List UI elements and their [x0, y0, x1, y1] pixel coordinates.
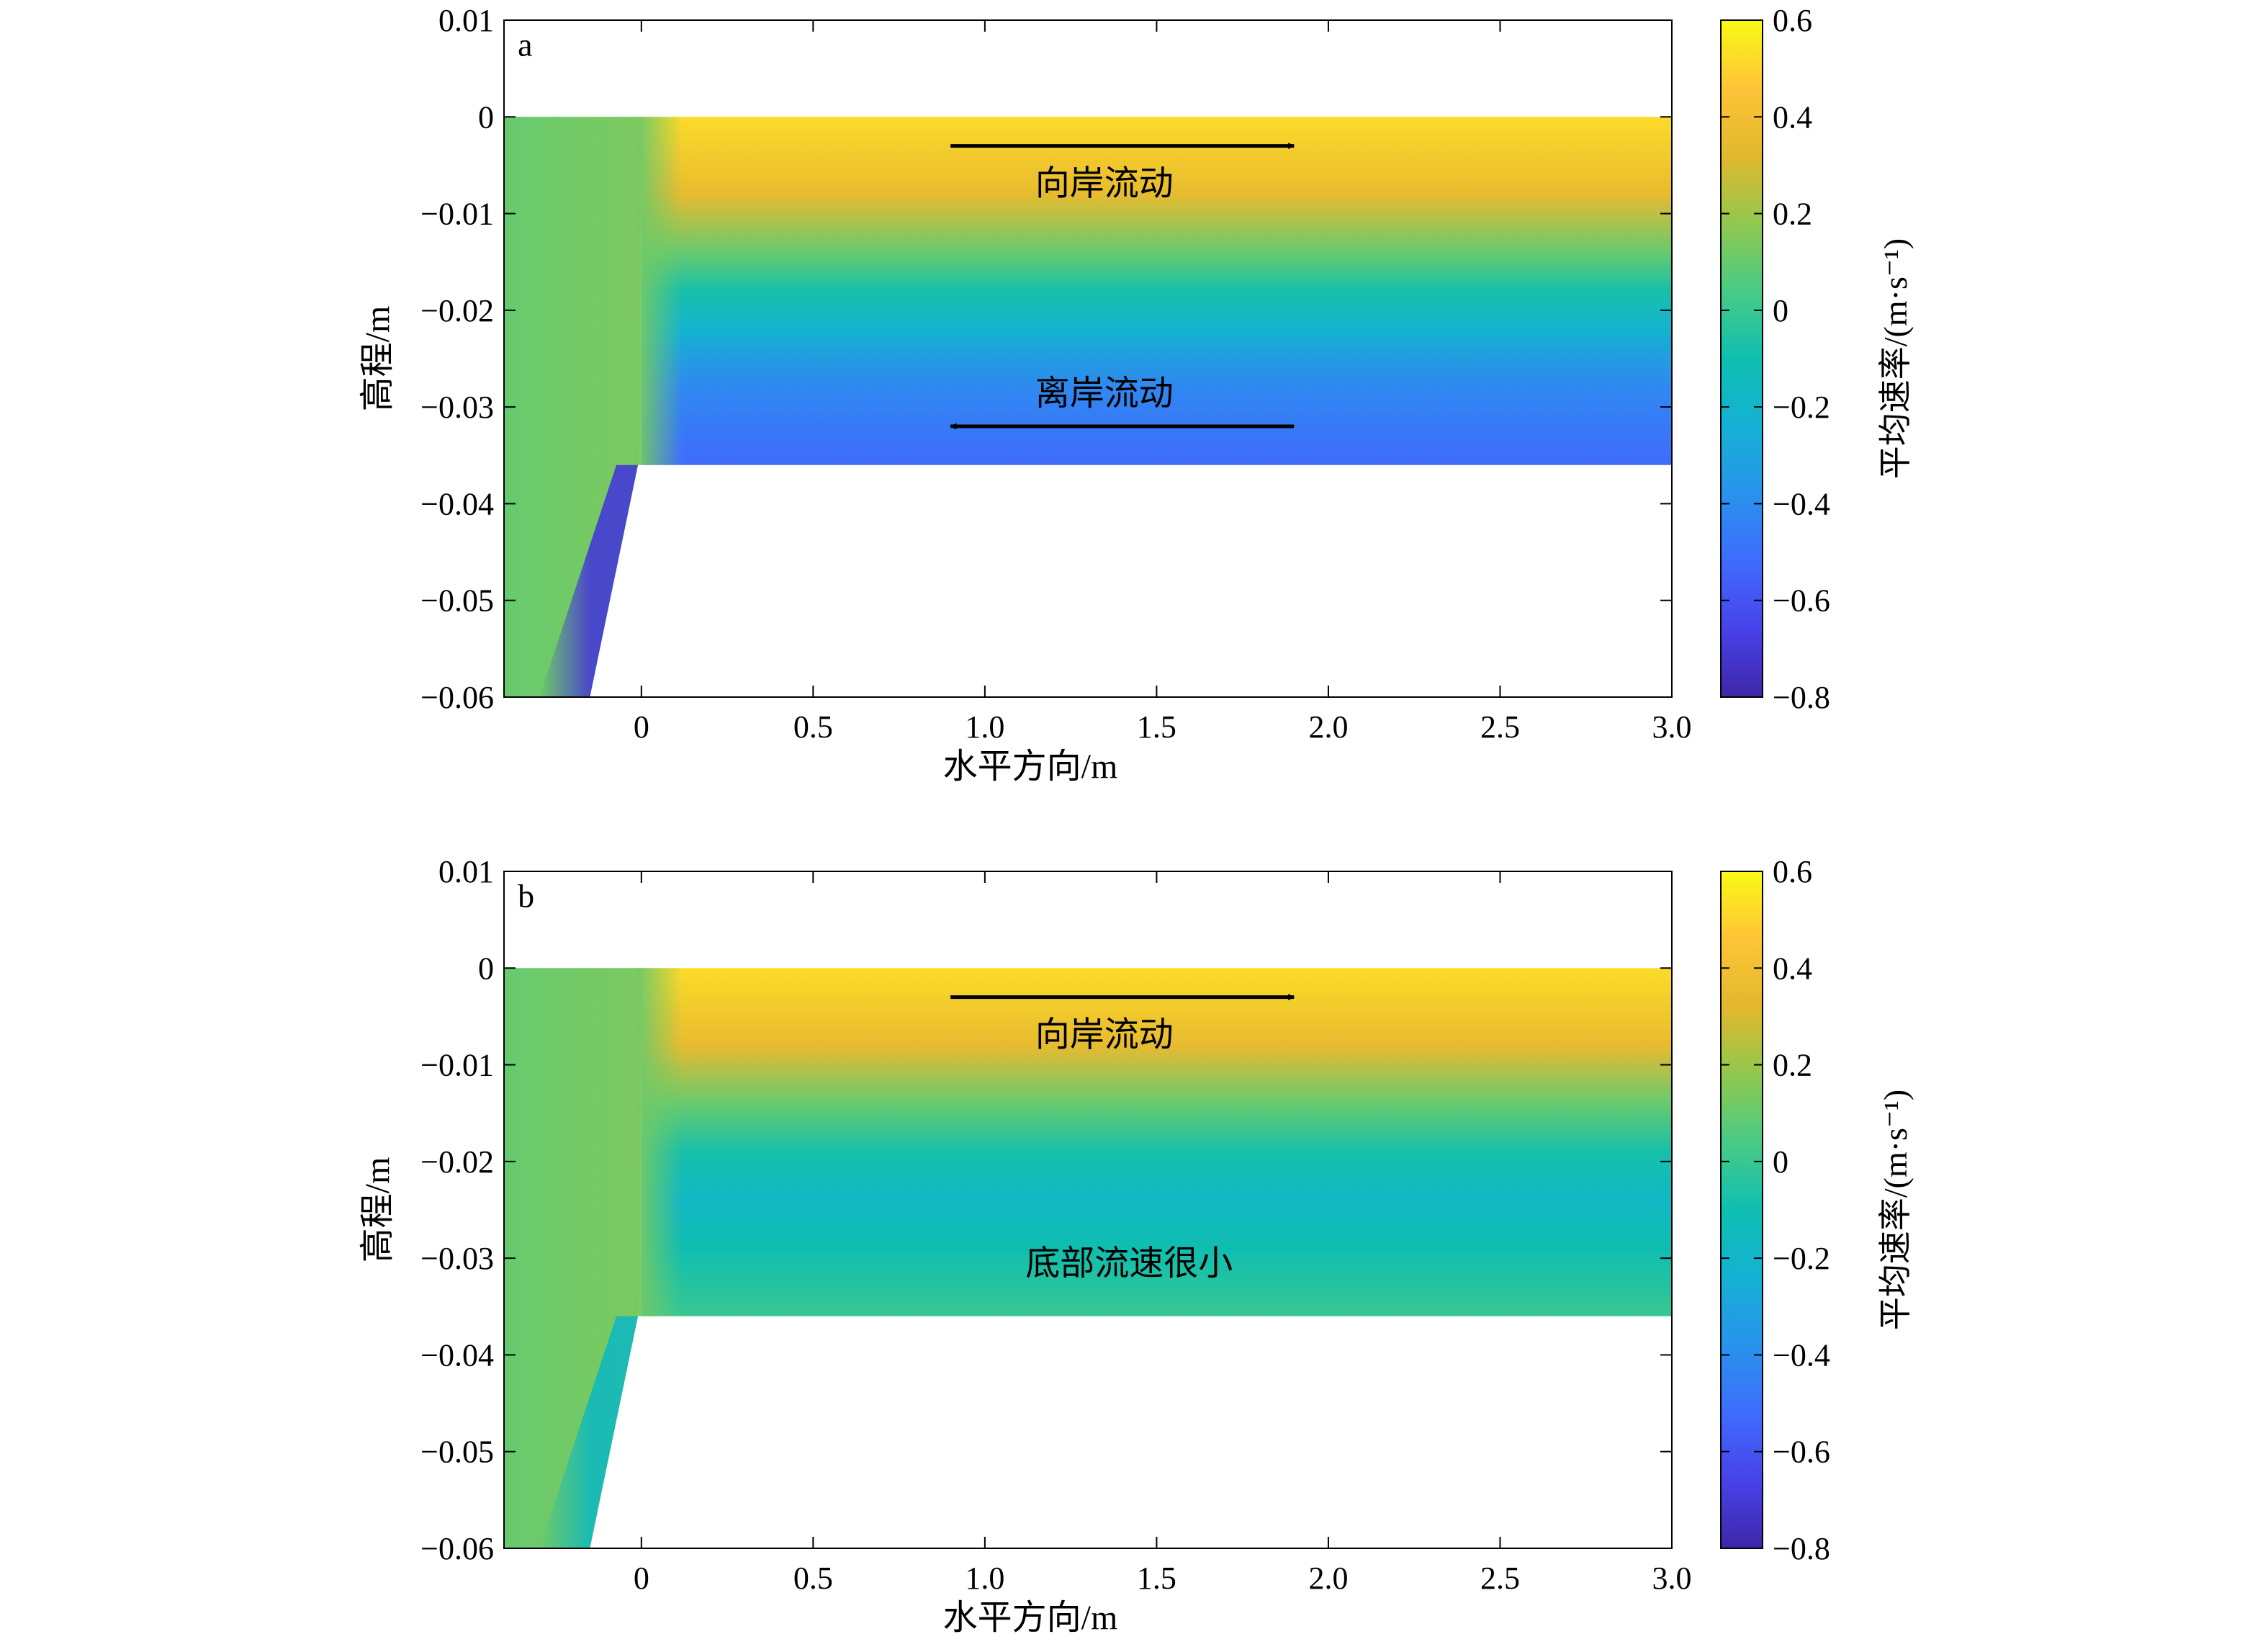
y-tick-label: −0.01 [420, 197, 494, 232]
colorbar-tick-label: 0 [1773, 1144, 1788, 1180]
colorbar [1720, 871, 1763, 1549]
x-tick-label: 2.5 [1480, 709, 1520, 745]
colorbar-tick-label: 0.2 [1773, 197, 1812, 232]
colorbar-label: 平均速率/(m·s⁻¹) [1877, 1090, 1914, 1331]
x-tick-label: 2.0 [1308, 709, 1348, 745]
x-tick-label: 0 [634, 709, 649, 745]
y-tick-label: −0.04 [420, 486, 494, 521]
x-axis-label: 水平方向/m [943, 1599, 1118, 1637]
colorbar-tick-label: 0.4 [1773, 951, 1812, 986]
y-tick-label: 0 [478, 951, 494, 986]
x-tick-label: 2.0 [1308, 1561, 1348, 1596]
y-tick-label: −0.02 [420, 1144, 494, 1180]
y-tick-label: −0.03 [420, 1241, 494, 1276]
y-tick-label: −0.02 [420, 293, 494, 328]
y-tick-label: −0.06 [420, 680, 494, 715]
y-axis-label: 高程/m [359, 306, 397, 412]
colorbar-tick-label: −0.4 [1773, 486, 1830, 521]
y-tick-label: −0.01 [420, 1048, 494, 1083]
panel-b: 0 0.5 1.0 1.5 2.0 2.5 3.0 0.01 0 −0.01 −0.02 −0.03 −… [359, 854, 1914, 1637]
x-tick-label: 1.5 [1137, 1561, 1176, 1596]
y-tick-label: −0.05 [420, 583, 494, 619]
colorbar-tick-label: 0.6 [1773, 854, 1812, 889]
x-tick-label: 3.0 [1652, 709, 1692, 745]
annotation-label: 离岸流动 [1035, 374, 1174, 413]
colorbar [1720, 19, 1763, 698]
axes-frame [503, 871, 1673, 1549]
x-axis-label: 水平方向/m [943, 748, 1118, 786]
colorbar-label: 平均速率/(m·s⁻¹) [1877, 238, 1914, 480]
panel-label: b [518, 878, 534, 915]
x-tick-label: 1.0 [965, 1561, 1004, 1596]
shelf-velocity-field [641, 117, 1673, 465]
x-tick-label: 1.5 [1137, 709, 1176, 745]
x-tick-label: 0.5 [793, 709, 833, 745]
colorbar-tick-label: −0.2 [1773, 390, 1830, 425]
colorbar-tick-label: 0.4 [1773, 99, 1812, 135]
y-tick-label: −0.06 [420, 1531, 494, 1566]
x-tick-label: 0.5 [793, 1561, 833, 1596]
y-axis-label: 高程/m [359, 1157, 397, 1263]
y-tick-label: 0.01 [438, 3, 494, 38]
y-tick-label: 0.01 [438, 854, 494, 889]
colorbar-tick-label: 0.6 [1773, 3, 1812, 38]
annotation-label: 向岸流动 [1035, 1016, 1174, 1054]
transition-zone [638, 117, 683, 465]
panel-a: 0 0.5 1.0 1.5 2.0 2.5 3.0 0.01 0 −0.01 −0.02 −0.03 −… [359, 3, 1914, 786]
colorbar-tick-label: −0.8 [1773, 1531, 1830, 1566]
colorbar-tick-label: −0.2 [1773, 1241, 1830, 1276]
y-tick-label: −0.05 [420, 1435, 494, 1470]
x-tick-label: 2.5 [1480, 1561, 1520, 1596]
panel-label: a [518, 27, 532, 63]
slope-jet [539, 464, 639, 697]
colorbar-tick-label: −0.6 [1773, 583, 1830, 619]
y-tick-label: 0 [478, 99, 494, 135]
x-tick-label: 1.0 [965, 709, 1004, 745]
slope-jet [539, 1316, 639, 1548]
annotation-label: 向岸流动 [1035, 165, 1174, 203]
x-tick-label: 0 [634, 1561, 649, 1596]
x-tick-label: 3.0 [1652, 1561, 1692, 1596]
colorbar-tick-label: −0.8 [1773, 680, 1830, 715]
y-tick-label: −0.03 [420, 390, 494, 425]
y-tick-label: −0.04 [420, 1337, 494, 1373]
colorbar-tick-label: −0.4 [1773, 1337, 1830, 1373]
colorbar-tick-label: 0 [1773, 293, 1788, 328]
axes-frame [503, 19, 1673, 698]
transition-zone [638, 968, 683, 1316]
annotation-label: 底部流速很小 [1025, 1244, 1233, 1283]
colorbar-tick-label: 0.2 [1773, 1048, 1812, 1083]
shelf-velocity-field [641, 968, 1673, 1316]
colorbar-tick-label: −0.6 [1773, 1435, 1830, 1470]
